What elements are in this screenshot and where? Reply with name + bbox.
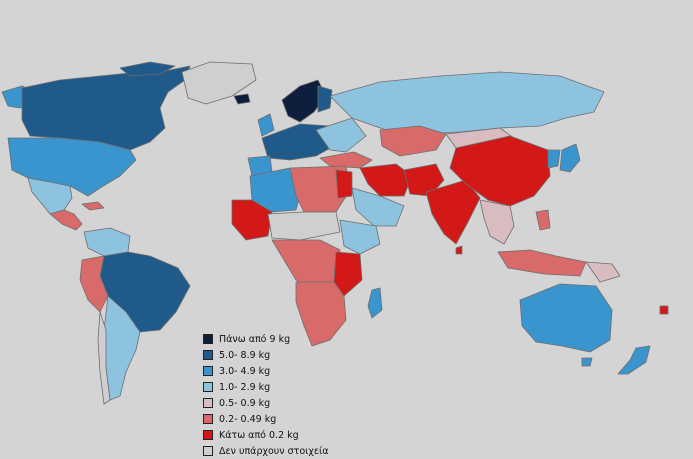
region-colombia-venezuela [83, 227, 131, 257]
region-new-guinea [585, 261, 621, 283]
region-japan [559, 143, 581, 173]
legend-label: 3.0- 4.9 kg [219, 365, 271, 377]
legend-label: Δεν υπάρχουν στοιχεία [219, 445, 329, 457]
region-balkans-turkey [319, 151, 373, 169]
legend-swatch [203, 414, 213, 424]
region-uk [257, 113, 275, 137]
region-peru-bolivia [79, 255, 109, 313]
legend-item: Δεν υπάρχουν στοιχεία [203, 443, 328, 459]
legend-swatch [203, 334, 213, 344]
legend-label: 0.2- 0.49 kg [219, 413, 277, 425]
region-india [425, 179, 481, 245]
region-sri-lanka [455, 245, 463, 255]
legend-swatch [203, 382, 213, 392]
legend-item: 0.2- 0.49 kg [203, 411, 328, 427]
region-iceland [233, 93, 251, 105]
region-usa [7, 137, 137, 197]
legend-label: Πάνω από 9 kg [219, 333, 291, 345]
region-caribbean [81, 201, 105, 211]
legend-swatch [203, 446, 213, 456]
region-middle-east-north [359, 163, 413, 197]
legend-swatch [203, 366, 213, 376]
legend-item: Πάνω από 9 kg [203, 331, 328, 347]
legend-label: 0.5- 0.9 kg [219, 397, 271, 409]
map-legend: Πάνω από 9 kg 5.0- 8.9 kg 3.0- 4.9 kg 1.0- … [203, 331, 328, 459]
region-finland [317, 85, 333, 113]
legend-item: Κάτω από 0.2 kg [203, 427, 328, 443]
region-philippines [535, 209, 551, 231]
region-west-europe [261, 123, 335, 161]
region-east-europe [315, 117, 367, 153]
region-east-africa [333, 251, 363, 297]
legend-swatch [203, 398, 213, 408]
region-central-america [49, 209, 83, 231]
region-madagascar [367, 287, 383, 319]
region-iran-afghanistan [403, 163, 445, 197]
legend-item: 1.0- 2.9 kg [203, 379, 328, 395]
legend-item: 5.0- 8.9 kg [203, 347, 328, 363]
region-pacific-islands [659, 305, 669, 315]
region-australia [519, 283, 613, 353]
region-egypt [335, 169, 353, 199]
region-west-africa [231, 199, 273, 241]
region-new-zealand [617, 345, 651, 375]
region-canada-islands [119, 61, 176, 77]
region-greenland [181, 61, 257, 105]
region-canada [21, 65, 191, 151]
region-horn-of-africa [339, 219, 381, 255]
region-kazakhstan [379, 125, 447, 157]
region-arabia [351, 187, 405, 227]
legend-item: 0.5- 0.9 kg [203, 395, 328, 411]
legend-label: 5.0- 8.9 kg [219, 349, 271, 361]
legend-swatch [203, 350, 213, 360]
region-chile [97, 311, 111, 405]
region-tasmania [581, 357, 593, 367]
region-china [449, 135, 551, 207]
legend-item: 3.0- 4.9 kg [203, 363, 328, 379]
legend-swatch [203, 430, 213, 440]
region-russia [329, 71, 605, 135]
region-southeast-asia [479, 199, 515, 245]
region-indonesia [497, 249, 587, 277]
legend-label: Κάτω από 0.2 kg [219, 429, 299, 441]
legend-label: 1.0- 2.9 kg [219, 381, 271, 393]
region-southern-africa [295, 281, 347, 347]
region-korea [547, 149, 561, 169]
region-sahel [267, 211, 341, 241]
